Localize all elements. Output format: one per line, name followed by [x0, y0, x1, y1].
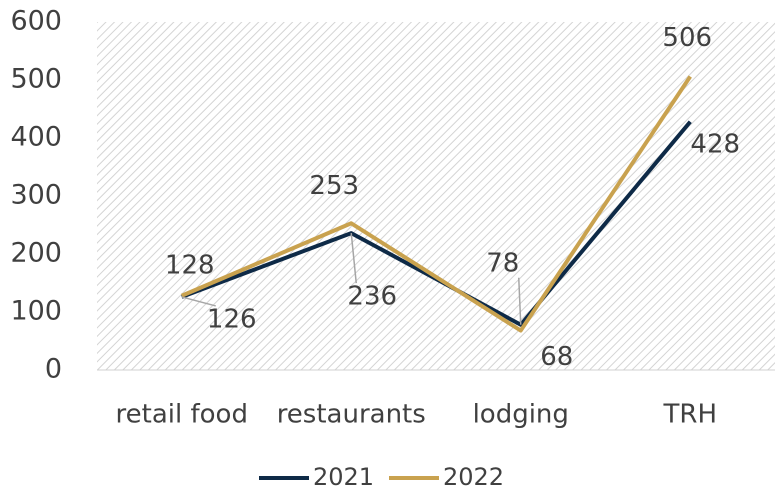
y-tick-label: 500: [10, 64, 62, 95]
data-label: 126: [207, 304, 257, 334]
legend-label: 2021: [313, 463, 374, 491]
series-line: [180, 75, 692, 333]
data-label: 68: [540, 342, 573, 372]
y-tick-label: 0: [45, 354, 62, 385]
data-label: 253: [309, 171, 359, 201]
data-label: 506: [662, 23, 712, 53]
data-label: 428: [690, 129, 740, 159]
data-label: 128: [165, 250, 215, 280]
x-tick-label: lodging: [473, 400, 569, 430]
y-tick-label: 100: [10, 296, 62, 327]
legend-label: 2022: [443, 463, 504, 491]
y-tick-label: 600: [10, 6, 62, 37]
x-tick-label: restaurants: [277, 400, 426, 430]
data-label: 78: [486, 248, 519, 278]
leader-line: [181, 296, 216, 307]
plot-area: [97, 22, 775, 370]
x-tick-label: retail food: [116, 400, 248, 430]
y-tick-label: 200: [10, 238, 62, 269]
data-label: 236: [347, 282, 397, 312]
y-tick-label: 300: [10, 180, 62, 211]
leader-line: [518, 277, 522, 325]
leader-line: [350, 233, 357, 284]
y-tick-label: 400: [10, 122, 62, 153]
x-tick-label: TRH: [663, 400, 718, 430]
